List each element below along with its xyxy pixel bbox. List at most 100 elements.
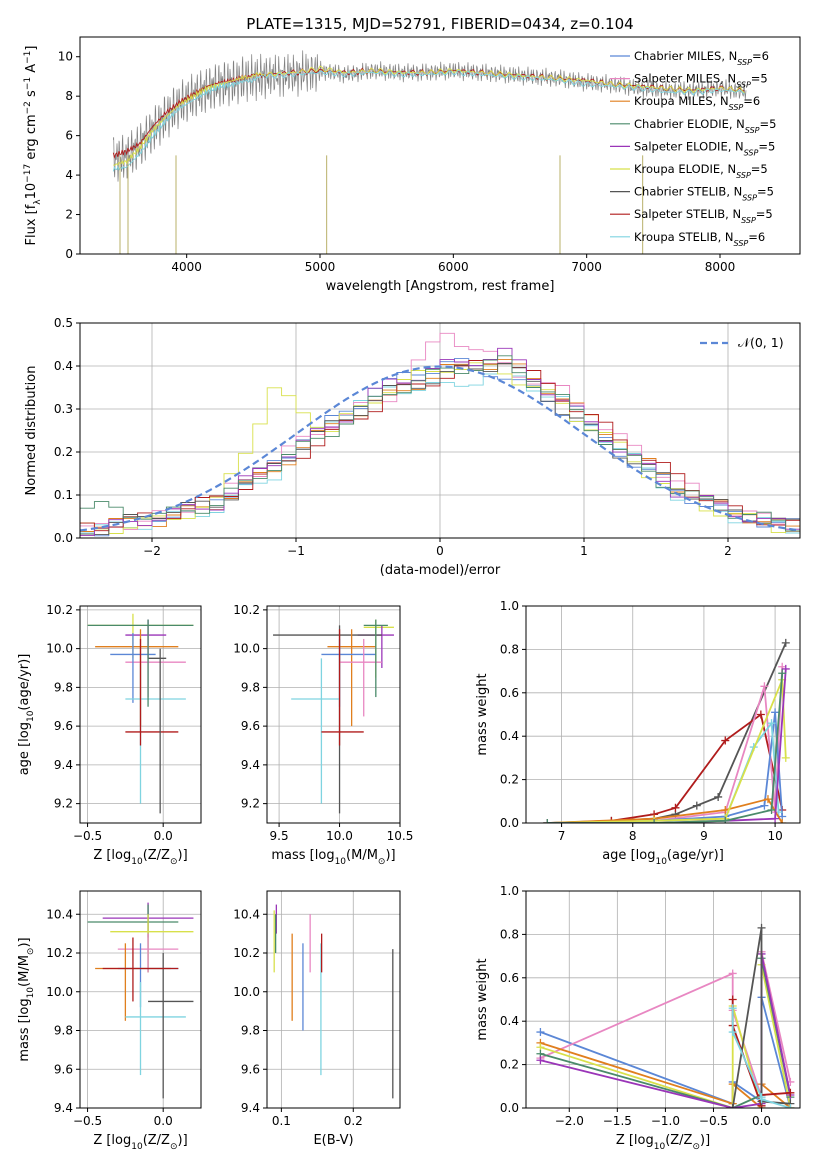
y-tick-label: 0.2	[54, 445, 73, 459]
y-tick-label: 9.6	[241, 719, 260, 733]
y-tick-label: 4	[65, 168, 73, 182]
marker-z9	[786, 1104, 795, 1108]
spectrum-lines	[112, 50, 747, 254]
y-axis-label-part: −17	[23, 164, 33, 183]
legend-label: 𝒩(0, 1)	[738, 335, 784, 350]
plot-mass-ebv: 0.1 0.2 9.4 9.6 9.8 10.0 10.2 10.4 E(B-V)	[233, 890, 401, 1148]
marker-z8	[757, 923, 766, 932]
legend-label: Chabrier MILES, NSSP=6	[634, 49, 769, 67]
legend-label-sub: SSP	[745, 125, 760, 134]
x-axis-label-part: 10	[131, 1142, 143, 1152]
x-axis-label-part: Z [log	[93, 848, 131, 863]
marker-w4	[771, 708, 780, 717]
errorbars-age-mass	[273, 619, 394, 814]
plot-residuals: −2 −1 0 1 2 0.0 0.1 0.2 0.3 0.4 0.5 (data-model)/er…	[24, 316, 801, 578]
x-tick-label: 10.0	[326, 829, 353, 843]
y-tick-label: 0.0	[54, 531, 73, 545]
legend-label-text: Salpeter STELIB, N	[634, 207, 741, 221]
marker-w9	[650, 819, 659, 823]
series-z8	[731, 927, 791, 1108]
marker-w2	[721, 736, 730, 745]
plot-spectrum: 4000 5000 6000 7000 8000 0 2 4 6 8 10 wavelength [A…	[23, 36, 801, 294]
y-axis-label-part: A	[24, 64, 39, 77]
axes-frame	[79, 605, 202, 824]
legend-label-count: =5	[751, 72, 768, 86]
legend-label-text: Kroupa MILES, N	[634, 94, 729, 108]
y-tick-label: 10.2	[46, 603, 73, 617]
y-tick-label: 9.4	[241, 758, 260, 772]
series-z1	[540, 997, 792, 1108]
legend-label-sub: SSP	[744, 148, 759, 157]
x-axis-label-part: )]	[178, 848, 188, 863]
x-tick-label: 9	[700, 829, 708, 843]
y-axis-label: mass weight	[475, 673, 490, 755]
legend-label-sub: SSP	[742, 193, 757, 202]
x-tick-label: −1.5	[603, 1114, 632, 1128]
x-axis-label-part: ⊙	[170, 857, 178, 867]
y-axis-label: mass [log10(M/M⊙)]	[17, 937, 36, 1061]
x-tick-label: −1.0	[651, 1114, 680, 1128]
series-w9	[547, 673, 784, 823]
x-tick-label: 9.5	[270, 829, 289, 843]
marker-w1	[714, 792, 723, 801]
x-tick-label: 1	[580, 544, 588, 558]
axes-frame	[525, 605, 801, 824]
y-tick-label: 9.2	[54, 797, 73, 811]
marker-z9	[728, 1028, 737, 1037]
hist-lines	[80, 332, 800, 537]
x-axis-label-part: 10	[131, 857, 143, 867]
x-axis-label-part: )]	[385, 848, 395, 863]
legend-label-count: =5	[756, 207, 773, 221]
y-tick-label: 0.6	[500, 971, 519, 985]
y-tick-label: 0.2	[500, 773, 519, 787]
y-axis-label: Normed distribution	[24, 366, 39, 496]
series-hist-h	[80, 347, 800, 536]
marker-z8	[728, 1104, 737, 1108]
series-w2	[611, 712, 784, 822]
y-axis-label-part: mass [log	[17, 998, 32, 1061]
plot-mass-z: −0.5 0.09.49.69.810.010.210.4Z [log10(Z/Z…	[17, 890, 202, 1152]
legend-label-text: Chabrier MILES, N	[634, 49, 737, 63]
y-axis-label-part: erg cm	[24, 114, 39, 163]
marker-w2	[756, 710, 765, 719]
y-axis-label-part: Flux [f	[24, 204, 39, 245]
x-axis-label-part: (M/M	[346, 848, 378, 863]
legend-label-count: =5	[758, 139, 775, 153]
plot-age-mass: 9.5 10.0 10.5 9.2 9.4 9.6 9.8 10.0 10.2 mass [log…	[233, 603, 413, 867]
plot-weight-z: −2.0 −1.5 −1.0 −0.5 0.0 0.0 0.2 0.4 0.6 0.8 1.0 Z […	[475, 884, 801, 1152]
marker-w1	[692, 801, 701, 810]
x-axis-label: Z [log10(Z/Z⊙)]	[616, 1133, 710, 1152]
x-axis-label: (data-model)/error	[380, 563, 501, 578]
y-axis-label-part: )]	[17, 937, 32, 947]
y-tick-label: 9.8	[54, 680, 73, 694]
marker-w9	[721, 816, 730, 823]
marker-z9	[757, 1095, 766, 1104]
x-tick-label: 4000	[171, 260, 202, 274]
legend-label: Kroupa ELODIE, NSSP=5	[634, 162, 768, 180]
y-axis-label-part: s	[24, 90, 39, 101]
y-tick-label: 9.6	[54, 719, 73, 733]
marker-z7	[728, 995, 737, 1004]
legend-label-sub: SSP	[736, 171, 751, 180]
y-tick-label: 9.8	[54, 1024, 73, 1038]
y-tick-label: 0.8	[500, 927, 519, 941]
y-tick-label: 1.0	[500, 884, 519, 898]
x-tick-label: 10	[767, 829, 782, 843]
marker-w9	[543, 819, 552, 823]
y-tick-label: 10.0	[46, 985, 73, 999]
y-axis-label-part: −1	[23, 51, 33, 64]
figure-title: PLATE=1315, MJD=52791, FIBERID=0434, z=0…	[246, 15, 633, 33]
legend-label-sub: SSP	[736, 80, 751, 89]
x-tick-label: 0.2	[344, 1114, 363, 1128]
errorbars-mass-z	[87, 902, 194, 1099]
x-axis-label: Z [log10(Z/Z⊙)]	[93, 848, 187, 867]
y-tick-label: 10.2	[233, 603, 260, 617]
x-tick-label: 0.0	[752, 1114, 771, 1128]
x-axis-label-part: ⊙	[170, 1142, 178, 1152]
y-axis-label-part: age [log	[17, 722, 32, 775]
y-tick-label: 10.0	[46, 642, 73, 656]
y-axis-label: mass weight	[475, 958, 490, 1040]
legend-label-count: =5	[760, 117, 777, 131]
